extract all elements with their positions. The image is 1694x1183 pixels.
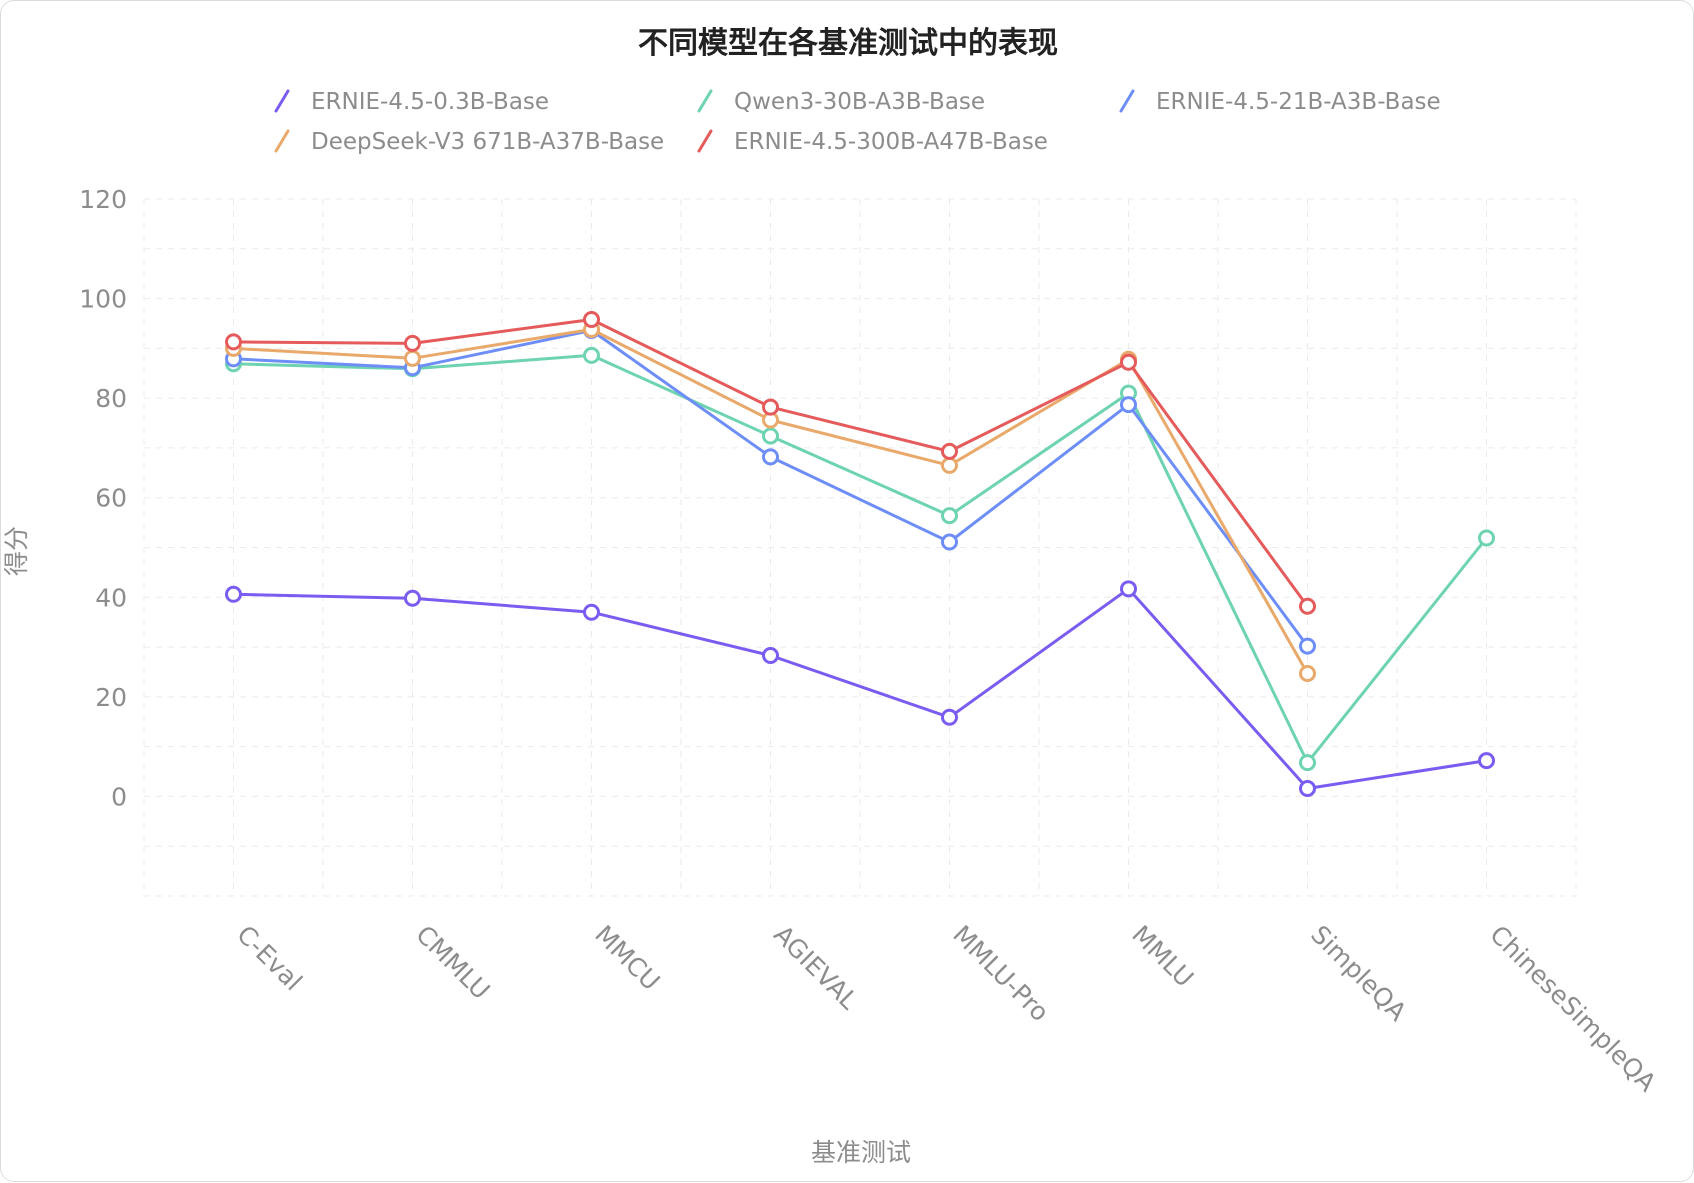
data-point	[762, 448, 779, 466]
y-tick-label: 100	[79, 285, 127, 314]
y-tick-label: 80	[95, 384, 127, 413]
data-point	[1299, 779, 1316, 797]
y-tick-label: 20	[95, 683, 127, 712]
legend-swatch	[274, 129, 290, 153]
data-point	[941, 456, 958, 474]
legend-label: ERNIE-4.5-21B-A3B-Base	[1156, 89, 1441, 115]
y-tick-label: 40	[95, 583, 127, 612]
series-1	[225, 580, 1495, 797]
legend-label: ERNIE-4.5-0.3B-Base	[311, 89, 549, 115]
legend-swatch	[1119, 89, 1135, 113]
x-tick-label: SimpleQA	[1305, 920, 1412, 1027]
legend-label: ERNIE-4.5-300B-A47B-Base	[734, 129, 1048, 155]
data-point	[1299, 637, 1316, 655]
series-line	[233, 353, 1488, 765]
data-point	[225, 333, 242, 351]
data-point	[762, 427, 779, 445]
data-point	[941, 533, 958, 551]
x-tick-label: MMLU-Pro	[947, 920, 1054, 1027]
data-point	[941, 507, 958, 525]
series-5	[225, 310, 1316, 615]
legend-label: Qwen3-30B-A3B-Base	[734, 89, 985, 115]
legend: ERNIE-4.5-0.3B-Base Qwen3-30B-A3B-Base ERN…	[274, 89, 1441, 155]
legend-swatch	[274, 89, 290, 113]
data-point	[1478, 529, 1495, 547]
data-point	[583, 346, 600, 364]
y-tick-label: 0	[111, 782, 127, 811]
x-tick-label: AGIEVAL	[768, 920, 863, 1015]
chart-title: 不同模型在各基准测试中的表现	[638, 26, 1058, 61]
legend-item[interactable]: DeepSeek-V3 671B-A37B-Base	[274, 129, 664, 155]
data-point	[762, 398, 779, 416]
x-axis-ticks: C-Eval CMMLU MMCU AGIEVAL MMLU-Pro MMLU Simple…	[231, 920, 1662, 1098]
x-axis-title: 基准测试	[811, 1138, 911, 1167]
data-point	[583, 603, 600, 621]
data-point	[583, 310, 600, 328]
grid	[143, 198, 1577, 897]
data-point	[1478, 752, 1495, 770]
data-point	[1299, 597, 1316, 615]
series-line	[233, 587, 1487, 790]
data-point	[404, 589, 421, 607]
data-point	[225, 585, 242, 603]
data-point	[1120, 353, 1137, 371]
x-tick-label: C-Eval	[231, 920, 308, 997]
y-tick-label: 120	[79, 185, 127, 214]
data-point	[404, 334, 421, 352]
legend-item[interactable]: ERNIE-4.5-21B-A3B-Base	[1119, 89, 1441, 115]
legend-item[interactable]: ERNIE-4.5-300B-A47B-Base	[697, 129, 1048, 155]
y-axis-title: 得分	[2, 526, 31, 576]
x-tick-label: ChineseSimpleQA	[1484, 920, 1662, 1098]
x-tick-label: MMCU	[589, 920, 665, 996]
legend-swatch	[697, 129, 713, 153]
x-tick-label: CMMLU	[410, 920, 495, 1005]
data-point	[1299, 754, 1316, 772]
legend-label: DeepSeek-V3 671B-A37B-Base	[311, 129, 664, 155]
data-point	[404, 349, 421, 367]
legend-item[interactable]: ERNIE-4.5-0.3B-Base	[274, 89, 549, 115]
data-point	[941, 708, 958, 726]
y-axis-ticks: 0 20 40 60 80 100 120	[79, 185, 127, 811]
data-point	[1120, 396, 1137, 414]
data-point	[941, 442, 958, 460]
data-point	[1120, 580, 1137, 598]
data-point	[1299, 664, 1316, 682]
series-group	[225, 310, 1495, 797]
legend-swatch	[697, 89, 713, 113]
data-point	[762, 647, 779, 665]
y-tick-label: 60	[95, 484, 127, 513]
x-tick-label: MMLU	[1126, 920, 1199, 993]
legend-item[interactable]: Qwen3-30B-A3B-Base	[697, 89, 985, 115]
